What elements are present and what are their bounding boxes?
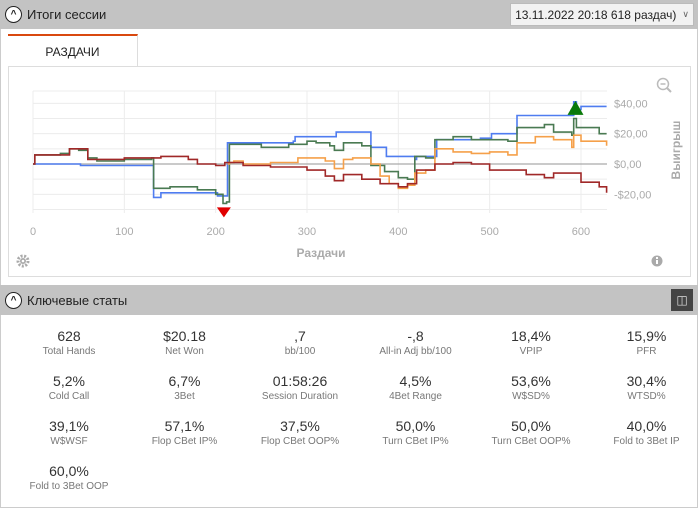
stat-label: WTSD% bbox=[627, 391, 666, 402]
stat-value: 40,0% bbox=[626, 418, 667, 434]
max-marker bbox=[567, 100, 584, 115]
stat-label: Fold to 3Bet OOP bbox=[29, 481, 109, 492]
stat-value: 53,6% bbox=[511, 373, 551, 389]
stat-item: 57,1% Flop CBet IP% bbox=[131, 418, 239, 447]
chevron-down-icon: ∨ bbox=[682, 9, 689, 19]
chevron-up-icon: ^ bbox=[10, 294, 17, 306]
stat-value: ,7 bbox=[294, 328, 306, 344]
columns-icon: ◫ bbox=[676, 293, 688, 307]
stat-label: bb/100 bbox=[284, 346, 316, 357]
stat-value: 628 bbox=[57, 328, 81, 344]
stat-value: 57,1% bbox=[164, 418, 205, 434]
stat-value: 4,5% bbox=[399, 373, 432, 389]
min-marker bbox=[216, 207, 231, 218]
stat-item: 15,9% PFR bbox=[593, 328, 698, 357]
stat-item: 5,2% Cold Call bbox=[15, 373, 123, 402]
stat-label: Net Won bbox=[165, 346, 204, 357]
x-tick-label: 100 bbox=[115, 226, 133, 238]
stat-label: All-in Adj bb/100 bbox=[379, 346, 452, 357]
stat-value: 01:58:26 bbox=[272, 373, 328, 389]
stat-item: 4,5% 4Bet Range bbox=[362, 373, 470, 402]
stat-item: 18,4% VPIP bbox=[477, 328, 585, 357]
stat-item: 60,0% Fold to 3Bet OOP bbox=[15, 463, 123, 492]
stat-label: Cold Call bbox=[48, 391, 90, 402]
stat-label: Turn CBet OOP% bbox=[491, 436, 571, 447]
y-tick-label: $40,00 bbox=[614, 98, 648, 110]
stat-value: 15,9% bbox=[626, 328, 667, 344]
x-tick-label: 0 bbox=[30, 226, 36, 238]
stat-value: 30,4% bbox=[626, 373, 667, 389]
stat-item: 40,0% Fold to 3Bet IP bbox=[593, 418, 698, 447]
stat-value: 39,1% bbox=[49, 418, 89, 434]
y-tick-label: $20,00 bbox=[614, 129, 648, 141]
stat-value: 5,2% bbox=[53, 373, 85, 389]
stat-label: Total Hands bbox=[42, 346, 96, 357]
stat-item: 53,6% W$SD% bbox=[477, 373, 585, 402]
winnings-chart: 0 100 200 300 400 500 600 $40,00 $20,00 $0,00 -$20… bbox=[16, 77, 683, 268]
stat-item: 37,5% Flop CBet OOP% bbox=[246, 418, 354, 447]
session-select-value: 13.11.2022 20:18 618 раздач) bbox=[515, 7, 677, 22]
stat-item: 50,0% Turn CBet OOP% bbox=[477, 418, 585, 447]
stat-value: 50,0% bbox=[395, 418, 436, 434]
y-tick-label: -$20,00 bbox=[614, 189, 651, 201]
stat-label: 4Bet Range bbox=[389, 391, 442, 402]
key-stats-grid: 628 Total Hands $20.18 Net Won ,7 bb/100 -,8 Al… bbox=[0, 315, 698, 508]
tab-label: РАЗДАЧИ bbox=[45, 45, 100, 59]
x-tick-label: 600 bbox=[572, 226, 590, 238]
chevron-up-icon: ^ bbox=[10, 9, 17, 20]
stat-value: 50,0% bbox=[511, 418, 551, 434]
key-stats-header: ^ Ключевые статы ◫ bbox=[0, 285, 698, 315]
y-tick-label: $0,00 bbox=[614, 159, 642, 171]
gear-icon[interactable] bbox=[16, 254, 30, 268]
stat-item: 628 Total Hands bbox=[15, 328, 123, 357]
stat-label: Session Duration bbox=[261, 391, 339, 402]
stat-item: 30,4% WTSD% bbox=[593, 373, 698, 402]
stat-item: 01:58:26 Session Duration bbox=[246, 373, 354, 402]
stat-label: Fold to 3Bet IP bbox=[613, 436, 680, 447]
info-icon[interactable] bbox=[651, 255, 663, 267]
stat-item: ,7 bb/100 bbox=[246, 328, 354, 357]
section-title: Ключевые статы bbox=[27, 292, 128, 308]
layout-toggle-button[interactable]: ◫ bbox=[671, 289, 693, 311]
x-tick-label: 500 bbox=[480, 226, 498, 238]
series-line-non-showdown bbox=[33, 148, 608, 193]
stat-item: 39,1% W$WSF bbox=[15, 418, 123, 447]
stat-item: 50,0% Turn CBet IP% bbox=[362, 418, 470, 447]
session-select[interactable]: 13.11.2022 20:18 618 раздач) ∨ bbox=[510, 3, 694, 26]
stat-item: $20.18 Net Won bbox=[131, 328, 239, 357]
stat-label: W$SD% bbox=[512, 391, 550, 402]
stat-value: -,8 bbox=[407, 328, 424, 344]
stat-label: 3Bet bbox=[174, 391, 195, 402]
stat-value: 60,0% bbox=[49, 463, 89, 479]
stat-value: $20.18 bbox=[163, 328, 206, 344]
stat-value: 6,7% bbox=[168, 373, 201, 389]
stat-label: Flop CBet IP% bbox=[151, 436, 218, 447]
stat-label: Turn CBet IP% bbox=[382, 436, 449, 447]
x-tick-label: 300 bbox=[298, 226, 316, 238]
stat-item: -,8 All-in Adj bb/100 bbox=[362, 328, 470, 357]
zoom-out-icon[interactable] bbox=[656, 77, 672, 93]
stat-value: 18,4% bbox=[511, 328, 551, 344]
tab-hands[interactable]: РАЗДАЧИ bbox=[8, 34, 138, 68]
collapse-session-button[interactable]: ^ bbox=[5, 6, 22, 23]
y-axis-title: Выигрыш bbox=[669, 121, 683, 180]
stat-item: 6,7% 3Bet bbox=[131, 373, 239, 402]
series-line-all-in-adj bbox=[33, 117, 607, 205]
x-axis-title: Раздачи bbox=[297, 246, 346, 260]
x-tick-label: 400 bbox=[389, 226, 407, 238]
x-tick-label: 200 bbox=[206, 226, 224, 238]
stat-label: W$WSF bbox=[50, 436, 88, 447]
series-line-net-won bbox=[33, 101, 607, 199]
section-title: Итоги сессии bbox=[27, 7, 107, 22]
stat-label: Flop CBet OOP% bbox=[260, 436, 340, 447]
stat-value: 37,5% bbox=[280, 418, 320, 434]
session-summary-header: ^ Итоги сессии 13.11.2022 20:18 618 разд… bbox=[0, 0, 698, 29]
stat-label: VPIP bbox=[519, 346, 543, 357]
collapse-stats-button[interactable]: ^ bbox=[5, 291, 22, 309]
stat-label: PFR bbox=[636, 346, 657, 357]
